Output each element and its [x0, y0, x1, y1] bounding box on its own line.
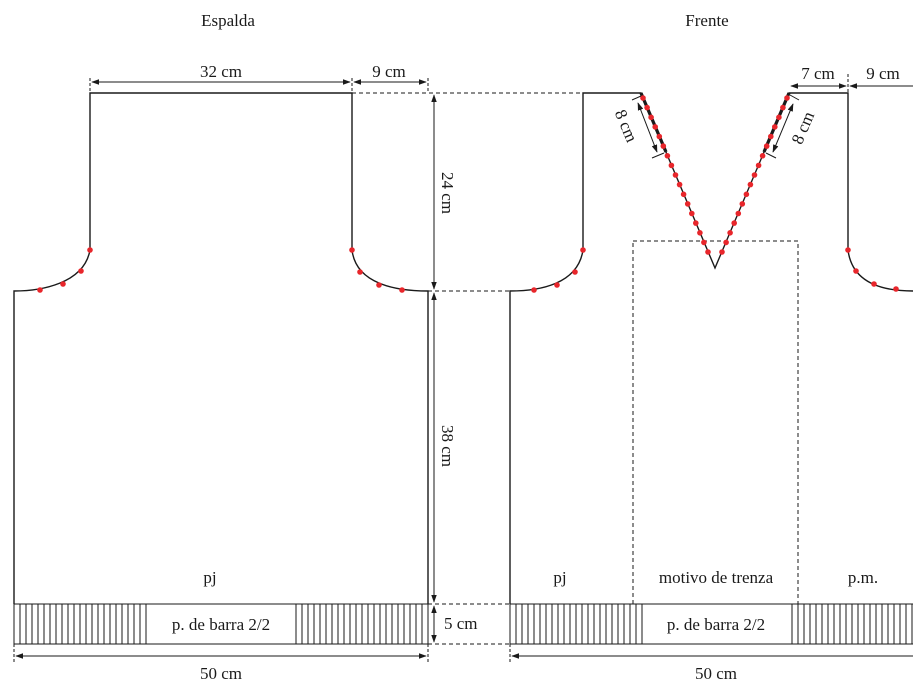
- stitch-dot: [747, 181, 754, 188]
- front-title: Frente: [685, 11, 728, 30]
- back-rib-label: p. de barra 2/2: [172, 615, 270, 634]
- front-piece: pj motivo de trenza p.m. p. de barra 2/2: [509, 92, 913, 645]
- stitch-dot: [693, 220, 699, 226]
- stitch-dot: [640, 95, 646, 101]
- back-title: Espalda: [201, 11, 255, 30]
- back-piece: pj p. de barra 2/2: [13, 92, 429, 645]
- front-width-label: 50 cm: [695, 664, 737, 683]
- stitch-dot: [735, 210, 742, 217]
- front-neck-dots: [531, 95, 899, 293]
- stitch-dot: [772, 124, 778, 130]
- stitch-dot: [697, 230, 703, 236]
- back-dimensions: 32 cm 9 cm 24 cm 38 cm 5 cm 50 cm: [13, 62, 583, 683]
- stitch-dot: [399, 287, 405, 293]
- stitch-dot: [871, 281, 877, 287]
- stitch-dot: [357, 269, 363, 275]
- armhole-height-label: 24 cm: [438, 172, 457, 214]
- stitch-dot: [652, 124, 658, 130]
- body-height-label: 38 cm: [438, 425, 457, 467]
- stitch-dot: [60, 281, 66, 287]
- stitch-dot: [845, 247, 851, 253]
- stitch-dot: [751, 172, 758, 178]
- stitch-dot: [776, 114, 782, 121]
- front-rib-label: p. de barra 2/2: [667, 615, 765, 634]
- stitch-dot: [660, 143, 667, 149]
- back-outline: [13, 92, 429, 604]
- stitch-dot: [739, 201, 746, 207]
- stitch-dot: [676, 181, 683, 188]
- back-width-label: 50 cm: [200, 664, 242, 683]
- stitch-dot: [648, 114, 654, 121]
- stitch-dot: [701, 239, 707, 246]
- stitch-dot: [755, 162, 762, 169]
- stitch-dot: [349, 247, 355, 253]
- back-stitch-label: pj: [203, 568, 216, 587]
- stitch-dot: [664, 153, 671, 159]
- stitch-dot: [727, 230, 733, 236]
- front-ribbing-lines: [515, 604, 913, 644]
- stitch-dot: [731, 220, 737, 226]
- cable-label: motivo de trenza: [659, 568, 774, 587]
- back-shoulder-width-label: 32 cm: [200, 62, 242, 81]
- front-stitch-right-label: p.m.: [848, 568, 878, 587]
- stitch-dot: [759, 153, 766, 159]
- cable-panel: [632, 240, 799, 605]
- stitch-dot: [723, 239, 729, 246]
- stitch-dot: [668, 162, 675, 169]
- back-shoulder-side-label: 9 cm: [372, 62, 406, 81]
- stitch-dot: [580, 247, 586, 253]
- front-neck-edge-left-label: 8 cm: [611, 107, 642, 145]
- front-shoulder-side-label: 9 cm: [866, 64, 900, 83]
- stitch-dot: [644, 104, 650, 111]
- stitch-dot: [531, 287, 537, 293]
- stitch-dot: [680, 191, 687, 198]
- front-dimensions: 7 cm 9 cm 8 cm 8 cm 50 cm: [509, 64, 913, 683]
- stitch-dot: [743, 191, 750, 198]
- rib-height-label: 5 cm: [444, 614, 478, 633]
- stitch-dot: [572, 269, 578, 275]
- back-ribbing-band: [13, 603, 429, 645]
- stitch-dot: [376, 282, 382, 288]
- back-armhole-dots: [37, 247, 405, 293]
- stitch-dot: [705, 249, 711, 255]
- stitch-dot: [656, 133, 663, 140]
- stitch-dot: [768, 133, 774, 140]
- stitch-dot: [554, 282, 560, 288]
- stitch-dot: [780, 104, 786, 111]
- front-outline: [509, 92, 913, 604]
- stitch-dot: [684, 201, 691, 207]
- stitch-dot: [37, 287, 43, 293]
- stitch-dot: [763, 143, 770, 149]
- front-neck-edge-right-label: 8 cm: [788, 109, 819, 147]
- back-ribbing-lines: [19, 604, 423, 644]
- front-neck-edge-right-dim: [772, 103, 794, 153]
- stitch-dot: [784, 95, 790, 101]
- stitch-dot: [672, 172, 679, 178]
- front-stitch-left-label: pj: [553, 568, 566, 587]
- stitch-dot: [78, 268, 84, 274]
- front-neck-offset-label: 7 cm: [801, 64, 835, 83]
- stitch-dot: [893, 286, 899, 292]
- stitch-dot: [87, 247, 93, 253]
- stitch-dot: [689, 210, 695, 217]
- front-neck-edge-left-dim: [637, 102, 658, 153]
- stitch-dot: [853, 268, 859, 274]
- stitch-dot: [719, 249, 725, 255]
